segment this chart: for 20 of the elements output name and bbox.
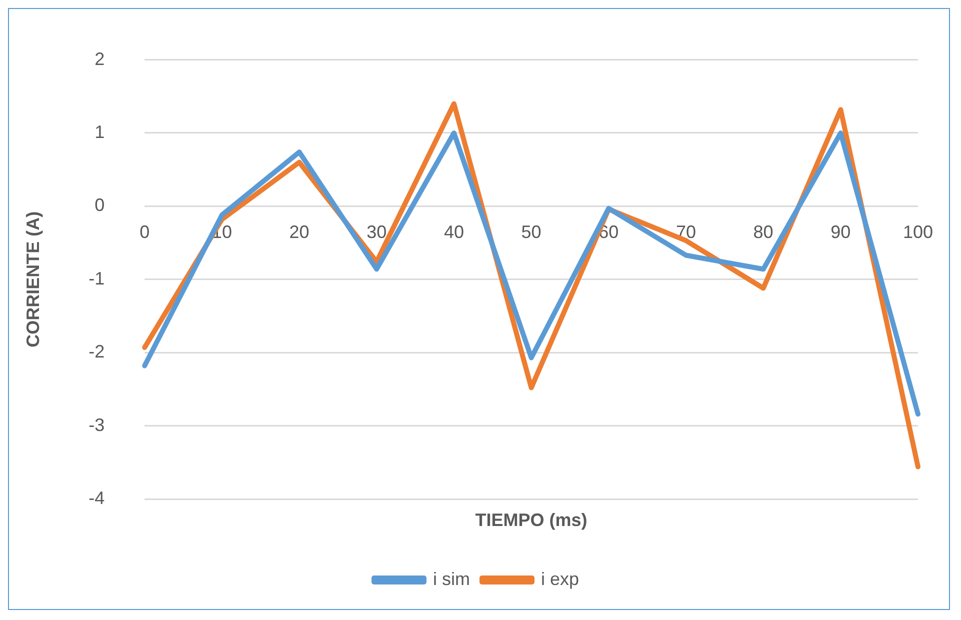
x-tick-label: 40 xyxy=(444,222,464,242)
y-tick-label: -4 xyxy=(88,488,105,508)
x-axis-title: TIEMPO (ms) xyxy=(475,510,588,530)
x-tick-label: 70 xyxy=(676,222,696,242)
x-tick-label: 100 xyxy=(902,222,934,242)
y-tick-label: 2 xyxy=(94,48,105,69)
y-tick-label: 1 xyxy=(94,122,105,142)
y-tick-label: 0 xyxy=(94,195,105,216)
x-tick-label: 50 xyxy=(521,222,542,242)
x-tick-label: 80 xyxy=(753,222,774,242)
x-tick-label: 20 xyxy=(289,222,310,242)
y-tick-label: -1 xyxy=(88,268,105,288)
x-tick-label: 0 xyxy=(140,222,150,242)
x-tick-label: 90 xyxy=(830,222,851,242)
y-axis-title: CORRIENTE (A) xyxy=(22,211,43,348)
legend-label: i exp xyxy=(540,568,580,589)
x-tick-label: 30 xyxy=(366,222,387,242)
legend-label: i sim xyxy=(432,568,470,589)
y-tick-label: -3 xyxy=(88,414,105,435)
y-tick-label: -2 xyxy=(88,342,105,362)
